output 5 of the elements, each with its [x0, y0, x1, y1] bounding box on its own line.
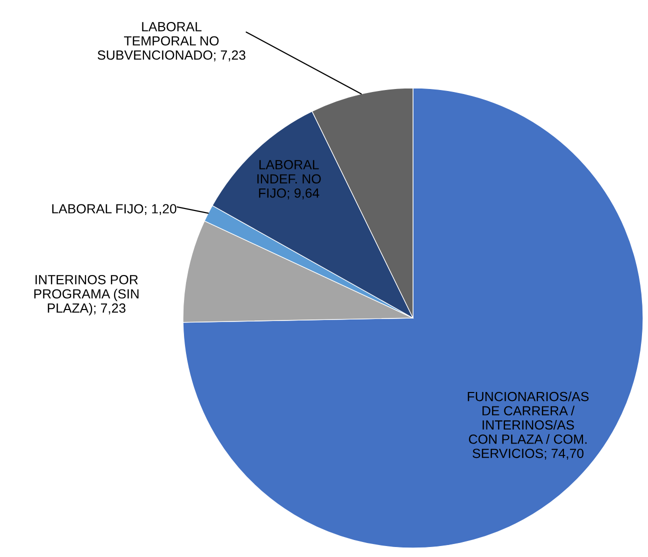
slice-label: FUNCIONARIOS/AS DE CARRERA / INTERINOS/AS CON PLAZA / COM. SERVICIOS; 74,70 [468, 392, 589, 460]
slice-label: INTERINOS POR PROGRAMA (SIN PLAZA); 7,23 [34, 274, 138, 316]
slice-label: LABORAL FIJO; 1,20 [52, 204, 176, 215]
slice-label: LABORAL INDEF. NO FIJO; 9,64 [257, 160, 321, 200]
slice-label: LABORAL TEMPORAL NO SUBVENCIONADO; 7,23 [98, 22, 246, 62]
